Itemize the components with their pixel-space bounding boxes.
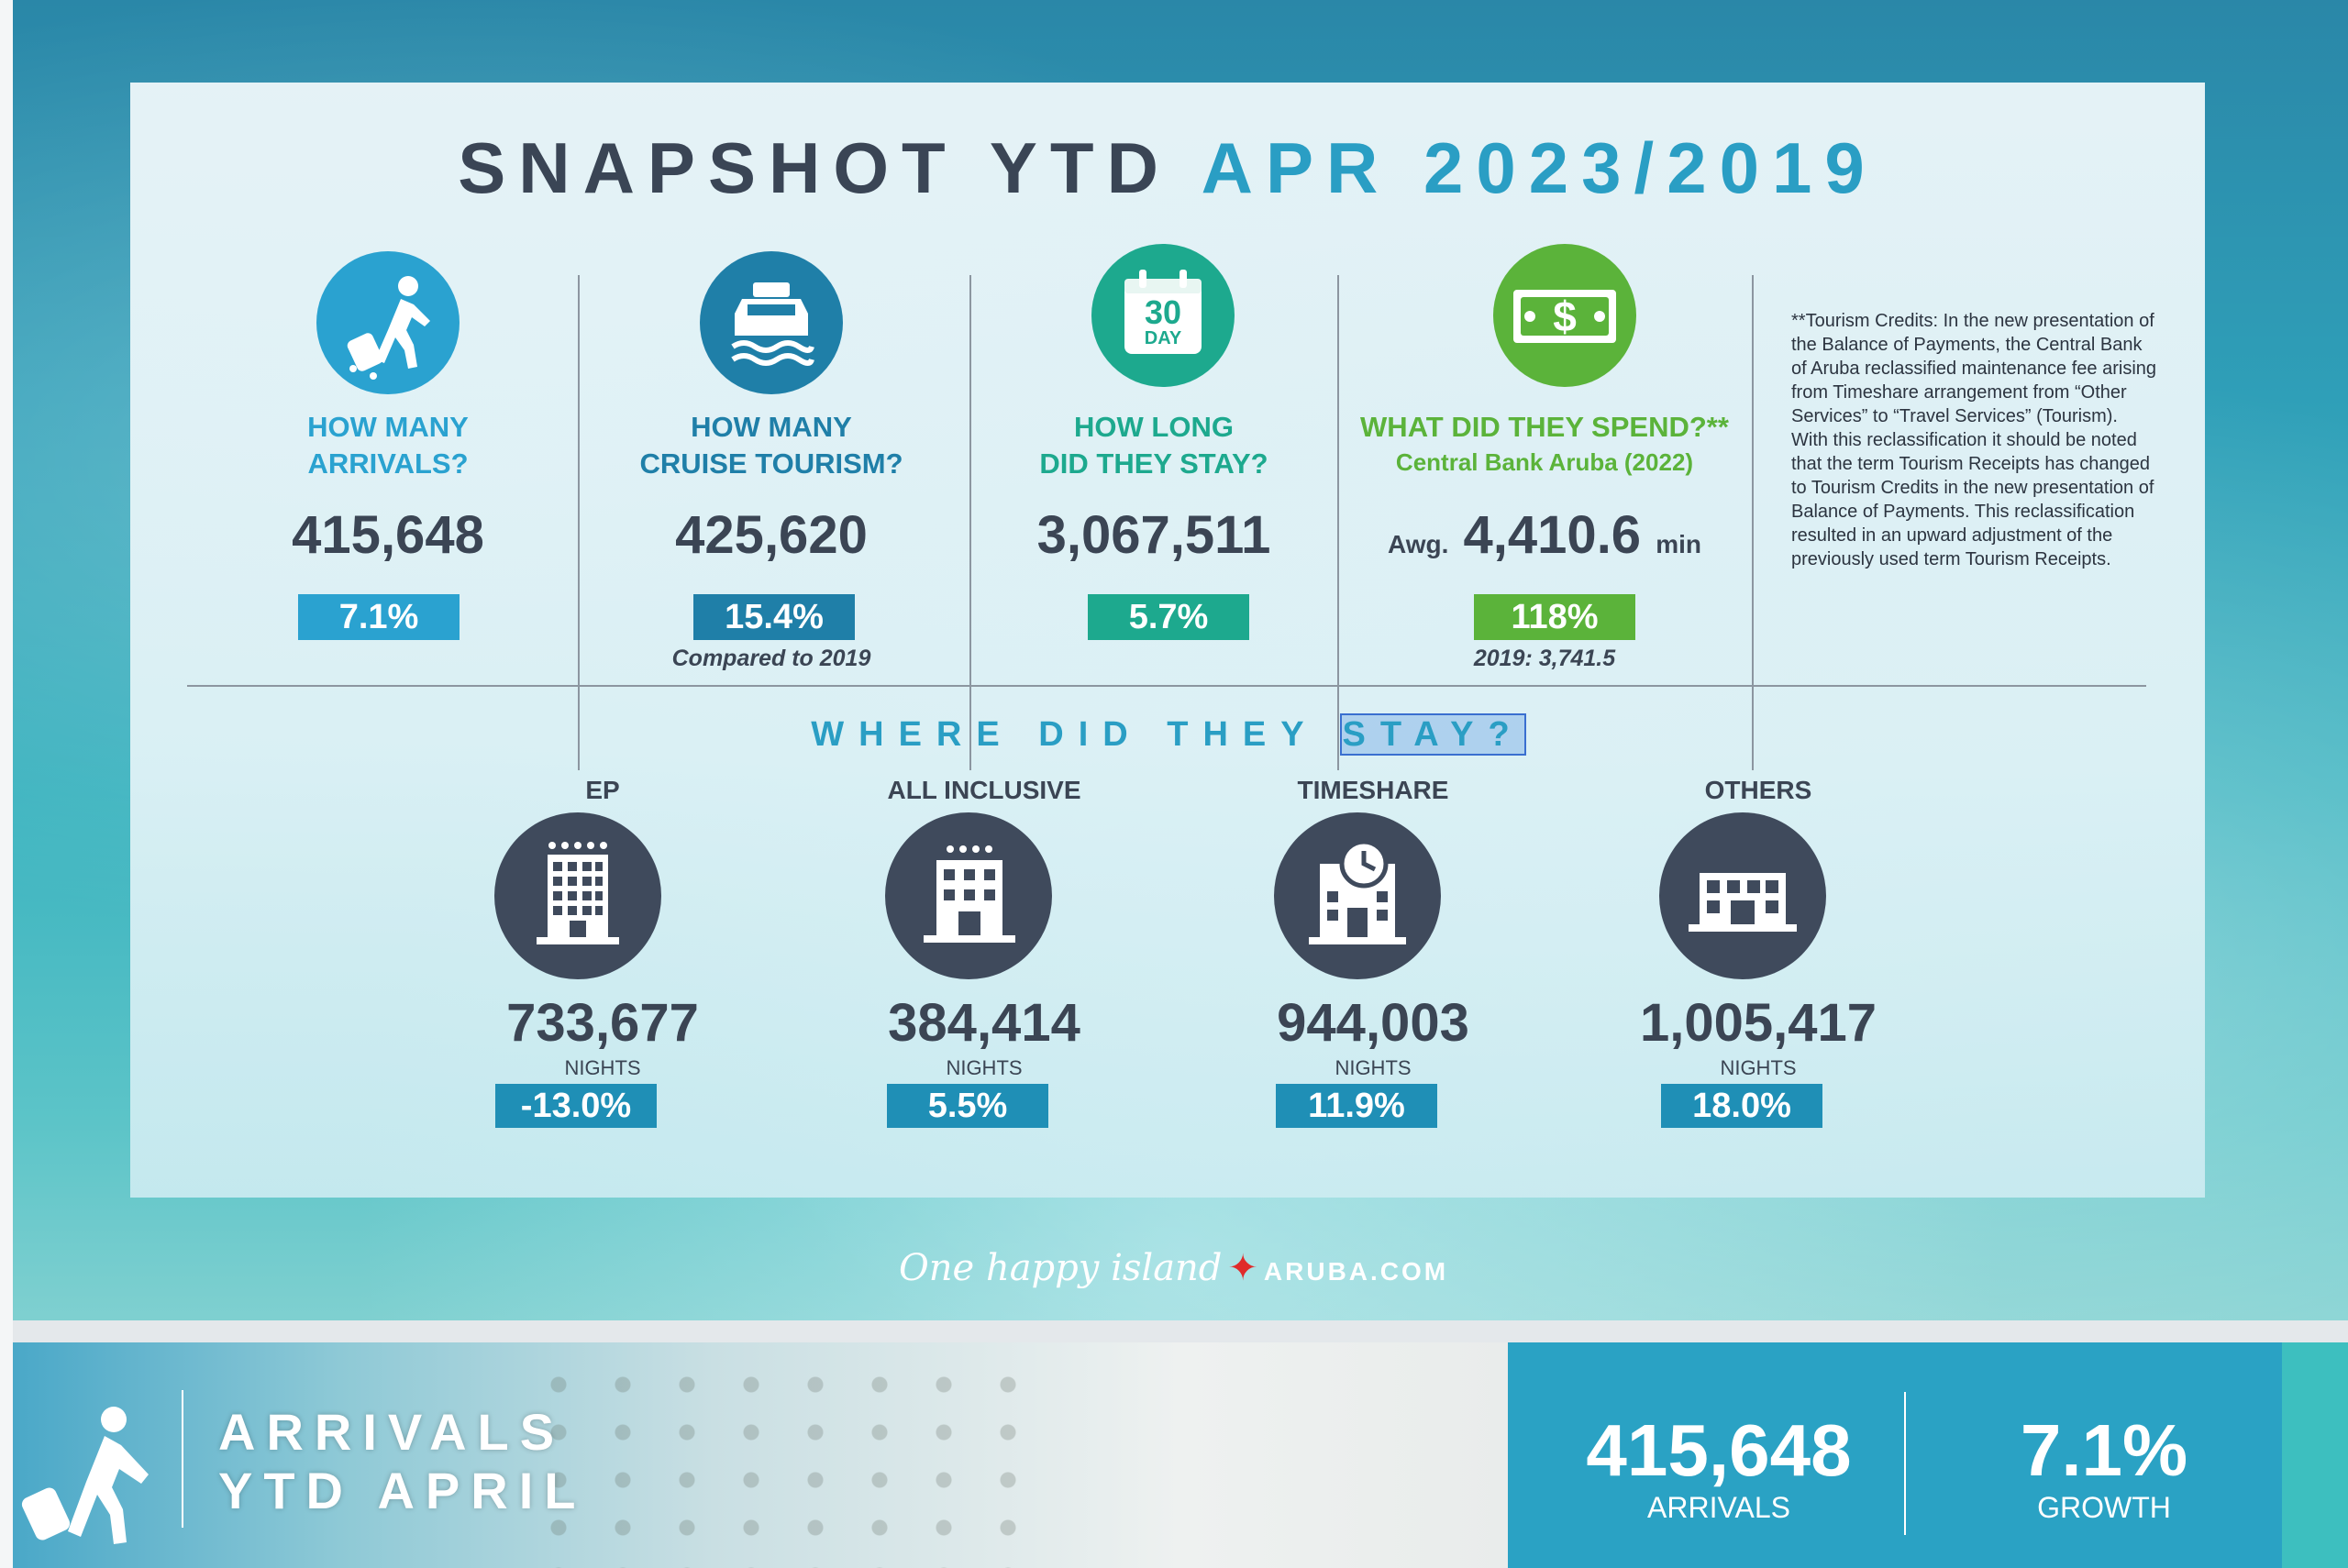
beach-umbrellas — [526, 1361, 1040, 1568]
stay-change-all-inclusive: 5.5% — [887, 1084, 1048, 1128]
stay-label-others: OTHERS — [1704, 776, 1812, 804]
stay-value-ep: 733,677 — [506, 993, 699, 1053]
stay-change-ep: -13.0% — [495, 1084, 657, 1128]
banner-edge — [2282, 1342, 2348, 1568]
stay-unit-all-inclusive: NIGHTS — [946, 1056, 1023, 1079]
banner-growth-value: 7.1% — [2020, 1409, 2188, 1491]
stay-value-all-inclusive: 384,414 — [888, 993, 1080, 1053]
timeshare-clock-icon — [1274, 812, 1441, 979]
stay-unit-others: NIGHTS — [1720, 1056, 1797, 1079]
hotel-ep-icon — [494, 812, 661, 979]
divider — [1337, 275, 1339, 770]
others-building-icon — [1659, 812, 1826, 979]
page-break — [13, 1320, 2348, 1342]
stay-label-ep: EP — [585, 776, 620, 804]
cruise-question: HOW MANY CRUISE TOURISM? — [639, 411, 903, 480]
divider — [578, 275, 580, 770]
calendar-number: 30 — [1144, 293, 1182, 331]
traveler-icon — [18, 1397, 165, 1562]
hotel-all-inclusive-icon — [885, 812, 1052, 979]
spend-change-badge: 118% — [1474, 594, 1635, 640]
ship-icon — [700, 251, 843, 394]
spend-question: WHAT DID THEY SPEND?** Central Bank Arub… — [1360, 411, 1729, 476]
calendar-word: DAY — [1144, 328, 1182, 348]
stats-divider — [1904, 1392, 1906, 1535]
tourism-credits-footnote: **Tourism Credits: In the new presentati… — [1791, 311, 2157, 569]
stay-change-badge: 5.7% — [1088, 594, 1249, 640]
banner-arrivals-label: ARRIVALS — [1647, 1491, 1790, 1524]
logo-script: One happy island — [899, 1247, 1223, 1289]
left-edge — [0, 0, 13, 1568]
banner-stats-panel — [1508, 1342, 2348, 1568]
arrivals-question: HOW MANY ARRIVALS? — [307, 411, 469, 480]
dollar-sign: $ — [1553, 293, 1577, 340]
spend-suffix: min — [1656, 530, 1701, 558]
cruise-value: 425,620 — [675, 505, 868, 565]
stay-question: HOW LONG DID THEY STAY? — [1039, 411, 1268, 480]
cruise-change-badge: 15.4% — [693, 594, 855, 640]
stay-unit-ep: NIGHTS — [564, 1056, 641, 1079]
dollar-bill-icon: $ — [1493, 244, 1636, 387]
stay-value: 3,067,511 — [1036, 505, 1271, 565]
traveler-icon — [316, 251, 460, 394]
page-title: SNAPSHOT YTD APR 2023/2019 — [130, 127, 2205, 210]
spend-prefix: Awg. — [1388, 530, 1449, 558]
spend-value: Awg. 4,410.6 min — [1388, 505, 1701, 565]
logo-domain: ARUBA.COM — [1263, 1257, 1449, 1286]
aruba-logo: One happy island ✦ ARUBA.COM — [899, 1247, 1448, 1289]
stay-change-others: 18.0% — [1661, 1084, 1822, 1128]
selected-text[interactable]: STAY? — [1340, 713, 1526, 756]
cruise-compare-note: Compared to 2019 — [671, 646, 871, 671]
divider — [1752, 275, 1754, 770]
stay-value-others: 1,005,417 — [1639, 993, 1877, 1053]
stay-value-timeshare: 944,003 — [1277, 993, 1469, 1053]
snapshot-panel: SNAPSHOT YTD APR 2023/2019 HOW MANY ARRI… — [130, 83, 2205, 1198]
stay-unit-timeshare: NIGHTS — [1335, 1056, 1412, 1079]
title-main: SNAPSHOT YTD — [458, 127, 1202, 208]
stay-change-timeshare: 11.9% — [1276, 1084, 1437, 1128]
banner-title: ARRIVALS YTD APRIL — [218, 1403, 587, 1519]
stay-label-timeshare: TIMESHARE — [1297, 776, 1449, 804]
horizontal-divider — [187, 685, 2146, 687]
title-accent: APR 2023/2019 — [1201, 127, 1877, 208]
spend-2019-note: 2019: 3,741.5 — [1473, 646, 1616, 671]
divider — [969, 275, 971, 770]
banner-divider — [182, 1390, 183, 1528]
star-icon: ✦ — [1227, 1248, 1258, 1288]
banner-growth-label: GROWTH — [2037, 1491, 2171, 1524]
where-heading: WHERE DID THEY STAY? — [811, 713, 1526, 756]
arrivals-banner: ARRIVALS YTD APRIL 415,648 ARRIVALS 7.1%… — [13, 1342, 2348, 1568]
calendar-icon: 30 DAY — [1091, 244, 1235, 387]
banner-arrivals-value: 415,648 — [1586, 1409, 1852, 1491]
arrivals-value: 415,648 — [292, 505, 484, 565]
arrivals-change-badge: 7.1% — [298, 594, 460, 640]
stay-label-all-inclusive: ALL INCLUSIVE — [887, 776, 1081, 804]
